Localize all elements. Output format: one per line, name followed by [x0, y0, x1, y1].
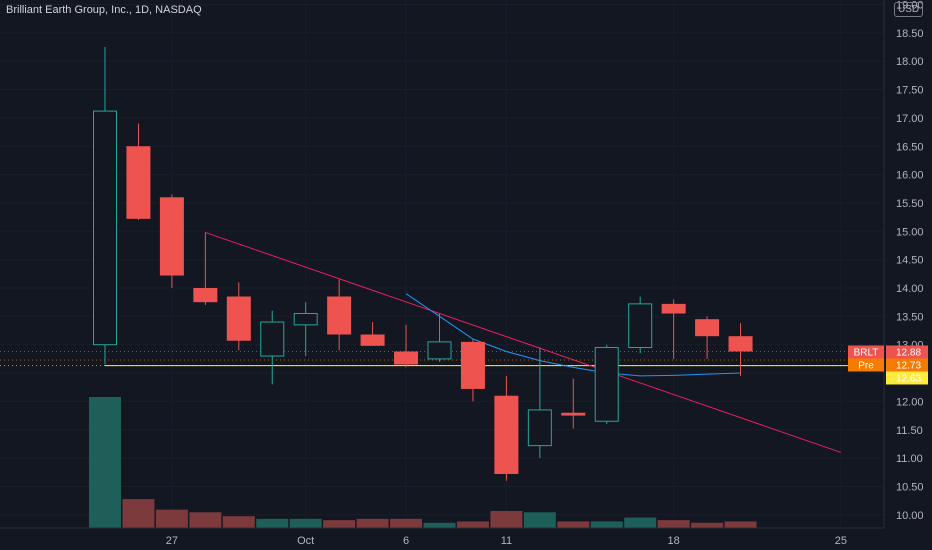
y-tick-label: 16.50	[896, 141, 924, 153]
price-tag-value: 12.63	[896, 374, 921, 385]
candle-body	[93, 110, 117, 346]
grid	[0, 0, 884, 528]
currency-badge[interactable]: USD	[894, 2, 924, 17]
candle-body	[695, 319, 720, 337]
candle-body	[628, 303, 653, 349]
volume-bar	[423, 522, 456, 528]
candle-body	[327, 296, 352, 335]
y-tick-label: 18.00	[896, 56, 924, 68]
volume-bar	[323, 520, 356, 528]
volume-bar	[289, 518, 322, 528]
candle-body	[460, 341, 485, 389]
volume-bar	[624, 517, 657, 528]
candle-body	[193, 288, 218, 303]
price-tag-value: 12.73	[896, 361, 921, 372]
candle-body	[594, 347, 619, 422]
volume-bar	[490, 510, 523, 528]
candle-body	[360, 334, 385, 346]
volume-bar	[724, 521, 757, 528]
volume-bar	[657, 520, 690, 528]
y-tick-label: 13.50	[896, 311, 924, 323]
candle-body	[159, 197, 184, 276]
volume-bar	[89, 397, 121, 528]
volume-bar	[189, 512, 222, 528]
volume-bar	[155, 509, 188, 528]
candle-body	[260, 321, 285, 357]
price-tag-symbol	[848, 358, 884, 372]
x-tick-label: 6	[403, 535, 409, 547]
y-tick-label: 17.50	[896, 85, 924, 97]
volume-bar	[691, 522, 724, 528]
price-tags: 12.88 BRLT 12.73 Pre 12.63	[848, 345, 928, 385]
price-tag	[886, 358, 928, 372]
y-tick-label: 11.50	[896, 425, 923, 437]
y-tick-label: 18.50	[896, 28, 924, 40]
volume-bar	[356, 518, 389, 528]
volume-bar	[390, 518, 423, 528]
moving-average-line	[405, 293, 741, 377]
y-tick-label: 11.00	[896, 453, 923, 465]
y-tick-label: 10.00	[896, 510, 924, 522]
candles	[93, 47, 753, 481]
trendline	[205, 231, 842, 453]
x-tick-label: 25	[835, 535, 847, 547]
x-tick-label: 18	[668, 535, 680, 547]
x-tick-label: 11	[501, 535, 512, 547]
price-tag	[886, 345, 928, 359]
price-tag	[886, 371, 928, 385]
candle-body	[394, 351, 419, 365]
candle-body	[226, 296, 251, 341]
y-tick-label: 16.00	[896, 170, 924, 182]
volume-bar	[256, 518, 289, 528]
x-tick-label: 27	[166, 535, 178, 547]
volume-bar	[590, 521, 623, 528]
y-tick-label: 10.50	[896, 481, 924, 493]
volume-bar	[523, 512, 556, 528]
y-tick-label: 14.50	[896, 255, 924, 267]
volume-bar	[222, 516, 255, 528]
y-tick-label: 12.00	[896, 396, 924, 408]
candle-body	[126, 146, 151, 219]
y-tick-label: 19.00	[896, 0, 924, 12]
volume-bar	[557, 521, 590, 528]
y-tick-label: 15.00	[896, 226, 924, 238]
candle-body	[427, 341, 452, 360]
y-tick-label: 17.00	[896, 113, 924, 125]
volume-bar	[456, 521, 489, 528]
price-tag-value: 12.88	[896, 348, 921, 359]
volume-bars	[89, 397, 757, 528]
y-tick-label: 15.50	[896, 198, 924, 210]
x-tick-label: Oct	[297, 535, 314, 547]
candle-body	[728, 336, 753, 352]
chart-title: Brilliant Earth Group, Inc., 1D, NASDAQ	[6, 4, 202, 16]
candle-body	[561, 412, 586, 416]
price-tag-symbol	[848, 345, 884, 359]
price-tag-label: Pre	[858, 361, 874, 372]
y-tick-label: 14.00	[896, 283, 924, 295]
candle-body	[293, 313, 318, 326]
price-tag-label: BRLT	[854, 348, 879, 359]
candle-body	[527, 409, 552, 447]
candle-body	[661, 303, 686, 314]
volume-bar	[122, 499, 155, 528]
candle-body	[494, 395, 519, 474]
